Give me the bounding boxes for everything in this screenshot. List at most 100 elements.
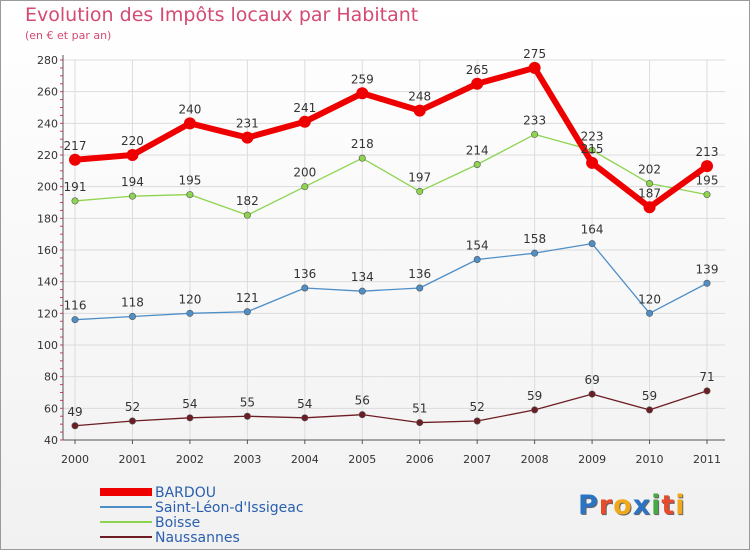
data-label: 154 (466, 239, 489, 253)
data-label: 265 (466, 63, 489, 77)
data-point (358, 154, 366, 162)
x-tick-label: 2005 (348, 453, 376, 466)
data-point (71, 316, 79, 324)
data-label: 248 (408, 90, 431, 104)
data-label: 231 (236, 117, 259, 131)
data-point (473, 161, 481, 169)
series-line-1 (74, 243, 708, 321)
data-point (301, 414, 309, 422)
data-label: 259 (351, 72, 374, 86)
data-label: 182 (236, 194, 259, 208)
data-point (243, 211, 251, 219)
data-label: 120 (638, 292, 661, 306)
data-point (703, 387, 711, 395)
data-label: 191 (64, 180, 87, 194)
data-point (128, 192, 136, 200)
y-tick-label: 160 (37, 244, 58, 257)
x-tick-label: 2003 (233, 453, 261, 466)
series-line-2 (74, 133, 708, 216)
data-point (186, 309, 194, 317)
y-tick-label: 180 (37, 212, 58, 225)
logo-letter: x (632, 490, 652, 521)
data-label: 220 (121, 134, 144, 148)
legend-label: BARDOU (155, 485, 216, 501)
data-label: 121 (236, 291, 259, 305)
data-point (703, 191, 711, 199)
data-point (531, 406, 539, 414)
data-point (701, 160, 713, 173)
data-point (69, 153, 81, 166)
data-point (298, 115, 311, 128)
y-tick-label: 220 (37, 149, 58, 162)
data-label: 54 (297, 397, 312, 411)
y-tick-label: 260 (37, 86, 58, 99)
logo-letter: r (598, 490, 614, 521)
data-point (646, 406, 654, 414)
data-point (128, 312, 136, 320)
data-label: 69 (584, 373, 599, 387)
data-point (473, 417, 481, 425)
data-label: 187 (638, 186, 661, 200)
x-tick-label: 2011 (693, 453, 721, 466)
logo-letter: P (578, 490, 599, 521)
data-point (71, 197, 79, 205)
y-tick-label: 100 (37, 339, 58, 352)
x-tick-label: 2000 (61, 453, 89, 466)
data-point (301, 284, 309, 292)
legend-label: Naussannes (155, 530, 240, 546)
data-point (531, 249, 539, 257)
data-point (183, 117, 196, 130)
logo-letter: i (651, 490, 662, 521)
data-point (416, 187, 424, 195)
data-point (586, 156, 599, 169)
data-label: 118 (121, 296, 144, 310)
logo-letter: t (661, 490, 676, 521)
data-point (358, 411, 366, 419)
legend-label: Saint-Léon-d'Issigeac (155, 500, 304, 516)
y-tick-label: 80 (44, 371, 58, 384)
x-tick-label: 2001 (118, 453, 146, 466)
data-label: 49 (67, 405, 82, 419)
chart-title: Evolution des Impôts locaux par Habitant (25, 4, 419, 26)
chart-subtitle: (en € et par an) (25, 29, 112, 42)
x-tick-label: 2006 (406, 453, 434, 466)
data-label: 195 (178, 174, 201, 188)
data-point (703, 279, 711, 287)
data-label: 218 (351, 137, 374, 151)
data-point (71, 422, 79, 430)
data-label: 59 (642, 389, 657, 403)
data-label: 59 (527, 389, 542, 403)
data-label: 139 (696, 262, 719, 276)
data-label: 164 (581, 223, 604, 237)
data-point (356, 87, 369, 100)
legend-label: Boisse (155, 515, 200, 531)
data-label: 54 (182, 397, 197, 411)
x-tick-label: 2002 (176, 453, 204, 466)
data-label: 158 (523, 232, 546, 246)
data-point (588, 146, 596, 154)
data-label: 55 (240, 395, 255, 409)
data-point (301, 183, 309, 191)
data-label: 194 (121, 175, 144, 189)
x-tick-label: 2010 (636, 453, 664, 466)
data-label: 136 (408, 267, 431, 281)
data-point (358, 287, 366, 295)
y-tick-label: 60 (44, 402, 58, 415)
data-label: 241 (293, 101, 316, 115)
data-point (471, 77, 484, 90)
data-point (186, 414, 194, 422)
data-point (646, 309, 654, 317)
data-point (473, 255, 481, 263)
y-tick-label: 40 (44, 434, 58, 447)
data-point (126, 149, 139, 161)
data-label: 120 (178, 292, 201, 306)
data-label: 275 (523, 47, 546, 61)
y-tick-label: 280 (37, 54, 58, 67)
data-label: 52 (470, 400, 485, 414)
data-point (241, 131, 254, 144)
logo-letter: o (613, 490, 633, 521)
data-label: 197 (408, 170, 431, 184)
data-label: 51 (412, 402, 427, 416)
data-point (646, 180, 654, 188)
data-label: 240 (178, 102, 201, 116)
